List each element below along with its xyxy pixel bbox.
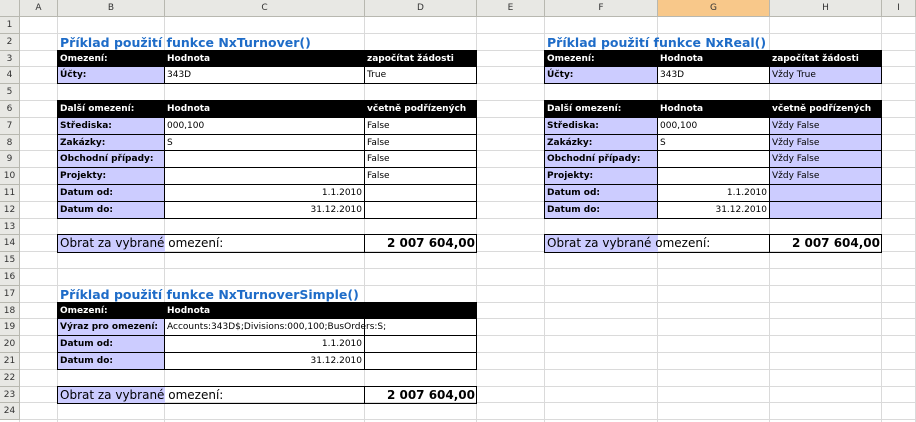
table-cell[interactable] bbox=[165, 168, 365, 185]
total-label: Obrat za vybrané omezení: bbox=[60, 236, 224, 251]
total-value: 2 007 604,00 bbox=[386, 236, 475, 251]
table-cell[interactable]: Projekty: bbox=[58, 168, 165, 185]
table-border bbox=[57, 49, 477, 85]
total-label-fill bbox=[58, 235, 165, 253]
table-border bbox=[57, 301, 477, 370]
row-header[interactable]: 16 bbox=[0, 269, 20, 286]
total-border bbox=[544, 234, 882, 254]
row-header[interactable]: 22 bbox=[0, 369, 20, 387]
row-header[interactable]: 23 bbox=[0, 386, 20, 404]
total-label: Obrat za vybrané omezení: bbox=[547, 236, 711, 251]
total-label-fill bbox=[58, 386, 165, 404]
row-header[interactable]: 21 bbox=[0, 353, 20, 370]
total-label: Obrat za vybrané omezení: bbox=[60, 387, 224, 402]
column-header[interactable]: F bbox=[545, 0, 658, 17]
row-header[interactable]: 15 bbox=[0, 252, 20, 269]
column-header[interactable]: I bbox=[882, 0, 916, 17]
total-divider bbox=[364, 386, 365, 404]
table-cell[interactable] bbox=[658, 168, 770, 185]
row-header[interactable]: 20 bbox=[0, 336, 20, 353]
grid-line bbox=[0, 402, 916, 404]
row-header[interactable]: 13 bbox=[0, 218, 20, 236]
row-header[interactable]: 17 bbox=[0, 285, 20, 303]
table-cell[interactable]: Střediska: bbox=[58, 117, 165, 135]
table-cell[interactable]: Zakázky: bbox=[58, 134, 165, 152]
column-header[interactable]: B bbox=[58, 0, 165, 17]
table-cell[interactable]: Obchodní případy: bbox=[545, 151, 658, 169]
table-cell[interactable]: 000,100 bbox=[658, 117, 770, 135]
row-header[interactable]: 6 bbox=[0, 101, 20, 118]
column-header[interactable]: C bbox=[165, 0, 365, 17]
row-header[interactable]: 2 bbox=[0, 33, 20, 51]
grid-line bbox=[0, 419, 916, 421]
total-border bbox=[57, 234, 477, 254]
table-header-cell: Hodnota bbox=[165, 302, 365, 320]
row-header[interactable]: 10 bbox=[0, 168, 20, 185]
column-header[interactable]: G bbox=[658, 0, 770, 17]
table-cell[interactable]: Datum od: bbox=[58, 185, 165, 202]
grid-line bbox=[0, 284, 916, 286]
row-header[interactable]: 9 bbox=[0, 151, 20, 169]
section-title: Příklad použití funkce NxTurnover() bbox=[60, 34, 311, 50]
table-border bbox=[544, 100, 882, 219]
table-header-cell: Hodnota bbox=[658, 101, 770, 118]
total-border bbox=[57, 385, 477, 405]
row-header[interactable]: 24 bbox=[0, 403, 20, 421]
total-divider bbox=[769, 235, 770, 253]
table-cell[interactable]: Accounts:343D$;Divisions:000,100;BusOrde… bbox=[165, 319, 386, 337]
table-cell[interactable]: Datum od: bbox=[58, 336, 165, 353]
total-value: 2 007 604,00 bbox=[791, 236, 880, 251]
row-header[interactable]: 14 bbox=[0, 235, 20, 253]
table-cell[interactable]: Zakázky: bbox=[545, 134, 658, 152]
table-header-cell: Omezení: bbox=[58, 302, 165, 320]
table-border bbox=[544, 49, 882, 85]
row-header[interactable]: 3 bbox=[0, 50, 20, 68]
table-cell[interactable]: Datum od: bbox=[545, 185, 658, 202]
row-header[interactable]: 8 bbox=[0, 134, 20, 152]
table-header-cell: Hodnota bbox=[165, 50, 365, 68]
row-header[interactable]: 4 bbox=[0, 67, 20, 85]
table-cell[interactable]: S bbox=[658, 134, 770, 152]
table-header-cell: Hodnota bbox=[658, 50, 770, 68]
grid-line bbox=[0, 32, 916, 34]
table-header-cell: Další omezení: bbox=[58, 101, 165, 118]
table-cell[interactable]: 1.1.2010 bbox=[658, 185, 770, 202]
table-cell[interactable]: 1.1.2010 bbox=[165, 336, 365, 353]
table-header-cell: Další omezení: bbox=[545, 101, 658, 118]
total-value: 2 007 604,00 bbox=[386, 387, 475, 402]
corner bbox=[0, 0, 20, 17]
row-header[interactable]: 18 bbox=[0, 302, 20, 320]
table-cell[interactable] bbox=[658, 151, 770, 169]
section-title: Příklad použití funkce NxTurnoverSimple(… bbox=[60, 286, 359, 302]
row-header[interactable]: 7 bbox=[0, 117, 20, 135]
table-cell[interactable] bbox=[165, 151, 365, 169]
column-header[interactable]: D bbox=[365, 0, 477, 17]
row-header[interactable]: 19 bbox=[0, 319, 20, 337]
grid-line bbox=[0, 268, 916, 269]
section-title: Příklad použití funkce NxReal() bbox=[547, 34, 767, 50]
table-cell[interactable]: S bbox=[165, 134, 365, 152]
row-header[interactable]: 11 bbox=[0, 185, 20, 202]
table-cell[interactable]: Střediska: bbox=[545, 117, 658, 135]
table-header-cell: Omezení: bbox=[58, 50, 165, 68]
column-header[interactable]: H bbox=[770, 0, 882, 17]
row-header[interactable]: 1 bbox=[0, 17, 20, 34]
table-cell[interactable]: 000,100 bbox=[165, 117, 365, 135]
column-header[interactable]: E bbox=[477, 0, 545, 17]
table-header-cell: Omezení: bbox=[545, 50, 658, 68]
row-header[interactable]: 12 bbox=[0, 201, 20, 219]
table-cell[interactable]: 1.1.2010 bbox=[165, 185, 365, 202]
column-header[interactable]: A bbox=[20, 0, 58, 17]
table-cell[interactable]: Projekty: bbox=[545, 168, 658, 185]
total-label-fill bbox=[545, 235, 658, 253]
table-cell[interactable]: Výraz pro omezení: bbox=[58, 319, 165, 337]
table-cell[interactable]: Obchodní případy: bbox=[58, 151, 165, 169]
row-header[interactable]: 5 bbox=[0, 84, 20, 101]
table-header-cell: Hodnota bbox=[165, 101, 365, 118]
grid-line bbox=[0, 251, 916, 253]
table-border bbox=[57, 100, 477, 219]
total-divider bbox=[364, 235, 365, 253]
